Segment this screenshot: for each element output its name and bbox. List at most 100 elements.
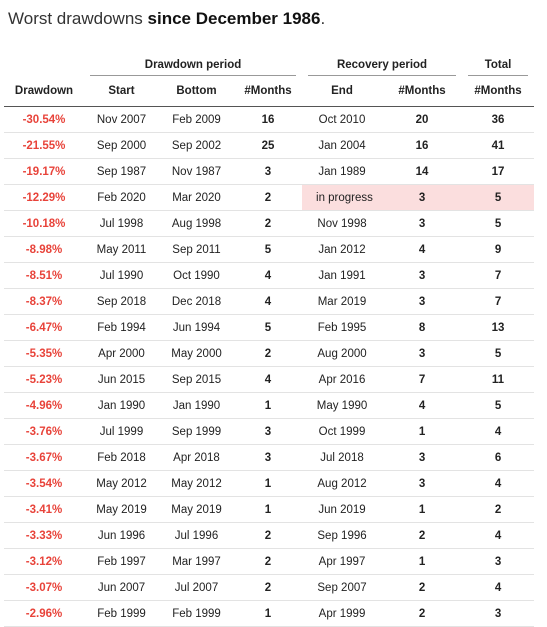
table-row: -8.37% Sep 2018 Dec 2018 4 Mar 2019 3 7 xyxy=(4,288,535,315)
table-row: -19.17% Sep 1987 Nov 1987 3 Jan 1989 14 17 xyxy=(4,158,535,185)
drawdown-cell: -3.76% xyxy=(4,418,84,445)
start-cell: Sep 2000 xyxy=(84,132,159,159)
drawdown-cell: -3.12% xyxy=(4,548,84,575)
bottom-cell: Aug 1998 xyxy=(159,210,234,237)
bottom-cell: Sep 2002 xyxy=(159,132,234,159)
start-cell: Sep 2018 xyxy=(84,288,159,315)
end-cell: Mar 2019 xyxy=(302,288,383,315)
drawdown-cell: -19.17% xyxy=(4,158,84,185)
start-cell: Jul 1998 xyxy=(84,210,159,237)
group-header-recovery-period: Recovery period xyxy=(302,56,462,76)
bottom-cell: Jun 1994 xyxy=(159,314,234,341)
drawdown-cell: -3.33% xyxy=(4,522,84,549)
end-cell: Jul 2018 xyxy=(302,444,383,471)
drawdown-cell: -30.54% xyxy=(4,106,84,133)
bottom-cell: May 2012 xyxy=(159,470,234,497)
recovery-months-cell: 3 xyxy=(382,210,463,237)
start-cell: Jun 2015 xyxy=(84,366,159,393)
total-months-cell: 2 xyxy=(462,496,535,523)
group-header-drawdown-period: Drawdown period xyxy=(84,56,302,76)
recovery-months-cell: 8 xyxy=(382,314,463,341)
drawdown-months-cell: 5 xyxy=(234,314,303,341)
total-months-cell: 11 xyxy=(462,366,535,393)
table-row: -8.51% Jul 1990 Oct 1990 4 Jan 1991 3 7 xyxy=(4,262,535,289)
drawdown-months-cell: 3 xyxy=(234,418,303,445)
bottom-cell: Nov 1987 xyxy=(159,158,234,185)
start-cell: Nov 2007 xyxy=(84,106,159,133)
start-cell: Feb 2018 xyxy=(84,444,159,471)
start-cell: Feb 2020 xyxy=(84,184,159,211)
drawdown-months-cell: 16 xyxy=(234,106,303,133)
total-months-cell: 7 xyxy=(462,288,535,315)
total-months-cell: 5 xyxy=(462,392,535,419)
drawdown-cell: -4.96% xyxy=(4,392,84,419)
table-row: -30.54% Nov 2007 Feb 2009 16 Oct 2010 20 36 xyxy=(4,106,535,133)
recovery-months-cell: 1 xyxy=(382,496,463,523)
group-header-row: Drawdown period Recovery period Total xyxy=(4,56,534,76)
bottom-cell: Jul 1996 xyxy=(159,522,234,549)
table-row: -2.96% Feb 1999 Feb 1999 1 Apr 1999 2 3 xyxy=(4,600,535,627)
bottom-cell: Dec 2018 xyxy=(159,288,234,315)
drawdown-cell: -5.23% xyxy=(4,366,84,393)
drawdown-months-cell: 4 xyxy=(234,288,303,315)
total-months-cell: 17 xyxy=(462,158,535,185)
drawdown-months-cell: 2 xyxy=(234,184,303,211)
table-row: -4.96% Jan 1990 Jan 1990 1 May 1990 4 5 xyxy=(4,392,535,419)
bottom-cell: Sep 2015 xyxy=(159,366,234,393)
recovery-months-cell: 14 xyxy=(382,158,463,185)
table-row: -3.07% Jun 2007 Jul 2007 2 Sep 2007 2 4 xyxy=(4,574,535,601)
end-cell: Jan 2004 xyxy=(302,132,383,159)
total-months-cell: 4 xyxy=(462,418,535,445)
recovery-months-cell: 2 xyxy=(382,574,463,601)
recovery-months-cell: 3 xyxy=(382,288,463,315)
drawdown-months-cell: 2 xyxy=(234,340,303,367)
start-cell: May 2011 xyxy=(84,236,159,263)
drawdown-months-cell: 1 xyxy=(234,470,303,497)
column-header-drawdown-months: #Months xyxy=(234,76,303,107)
drawdown-cell: -8.51% xyxy=(4,262,84,289)
end-cell: Aug 2000 xyxy=(302,340,383,367)
recovery-months-cell: 1 xyxy=(382,548,463,575)
total-months-cell: 6 xyxy=(462,444,535,471)
drawdown-months-cell: 2 xyxy=(234,548,303,575)
recovery-months-cell: 20 xyxy=(382,106,463,133)
drawdowns-table: Drawdown period Recovery period Total Dr… xyxy=(4,56,535,627)
column-header-row: Drawdown Start Bottom #Months End #Month… xyxy=(4,76,535,107)
table-row: -3.67% Feb 2018 Apr 2018 3 Jul 2018 3 6 xyxy=(4,444,535,471)
bottom-cell: May 2019 xyxy=(159,496,234,523)
total-months-cell: 41 xyxy=(462,132,535,159)
end-cell: Nov 1998 xyxy=(302,210,383,237)
start-cell: Jun 2007 xyxy=(84,574,159,601)
drawdown-cell: -8.37% xyxy=(4,288,84,315)
start-cell: May 2019 xyxy=(84,496,159,523)
drawdown-months-cell: 4 xyxy=(234,366,303,393)
bottom-cell: Jan 1990 xyxy=(159,392,234,419)
end-cell: Jan 1989 xyxy=(302,158,383,185)
start-cell: Feb 1999 xyxy=(84,600,159,627)
drawdown-months-cell: 3 xyxy=(234,158,303,185)
end-cell: Apr 2016 xyxy=(302,366,383,393)
end-cell: Sep 2007 xyxy=(302,574,383,601)
page-title: Worst drawdowns since December 1986. xyxy=(8,9,325,29)
total-months-cell: 3 xyxy=(462,548,535,575)
recovery-months-cell: 3 xyxy=(382,444,463,471)
drawdown-months-cell: 3 xyxy=(234,444,303,471)
bottom-cell: Oct 1990 xyxy=(159,262,234,289)
column-header-end: End xyxy=(302,76,383,107)
drawdown-cell: -6.47% xyxy=(4,314,84,341)
total-months-cell: 4 xyxy=(462,470,535,497)
column-header-recovery-months: #Months xyxy=(382,76,463,107)
table-row: -3.12% Feb 1997 Mar 1997 2 Apr 1997 1 3 xyxy=(4,548,535,575)
start-cell: Jul 1990 xyxy=(84,262,159,289)
end-cell: Apr 1997 xyxy=(302,548,383,575)
total-months-cell: 4 xyxy=(462,522,535,549)
drawdown-cell: -12.29% xyxy=(4,184,84,211)
end-cell: Jan 2012 xyxy=(302,236,383,263)
end-cell: Apr 1999 xyxy=(302,600,383,627)
end-cell: Aug 2012 xyxy=(302,470,383,497)
column-header-drawdown: Drawdown xyxy=(4,76,84,107)
recovery-months-cell: 7 xyxy=(382,366,463,393)
drawdown-cell: -5.35% xyxy=(4,340,84,367)
recovery-months-cell: 1 xyxy=(382,418,463,445)
start-cell: Feb 1994 xyxy=(84,314,159,341)
